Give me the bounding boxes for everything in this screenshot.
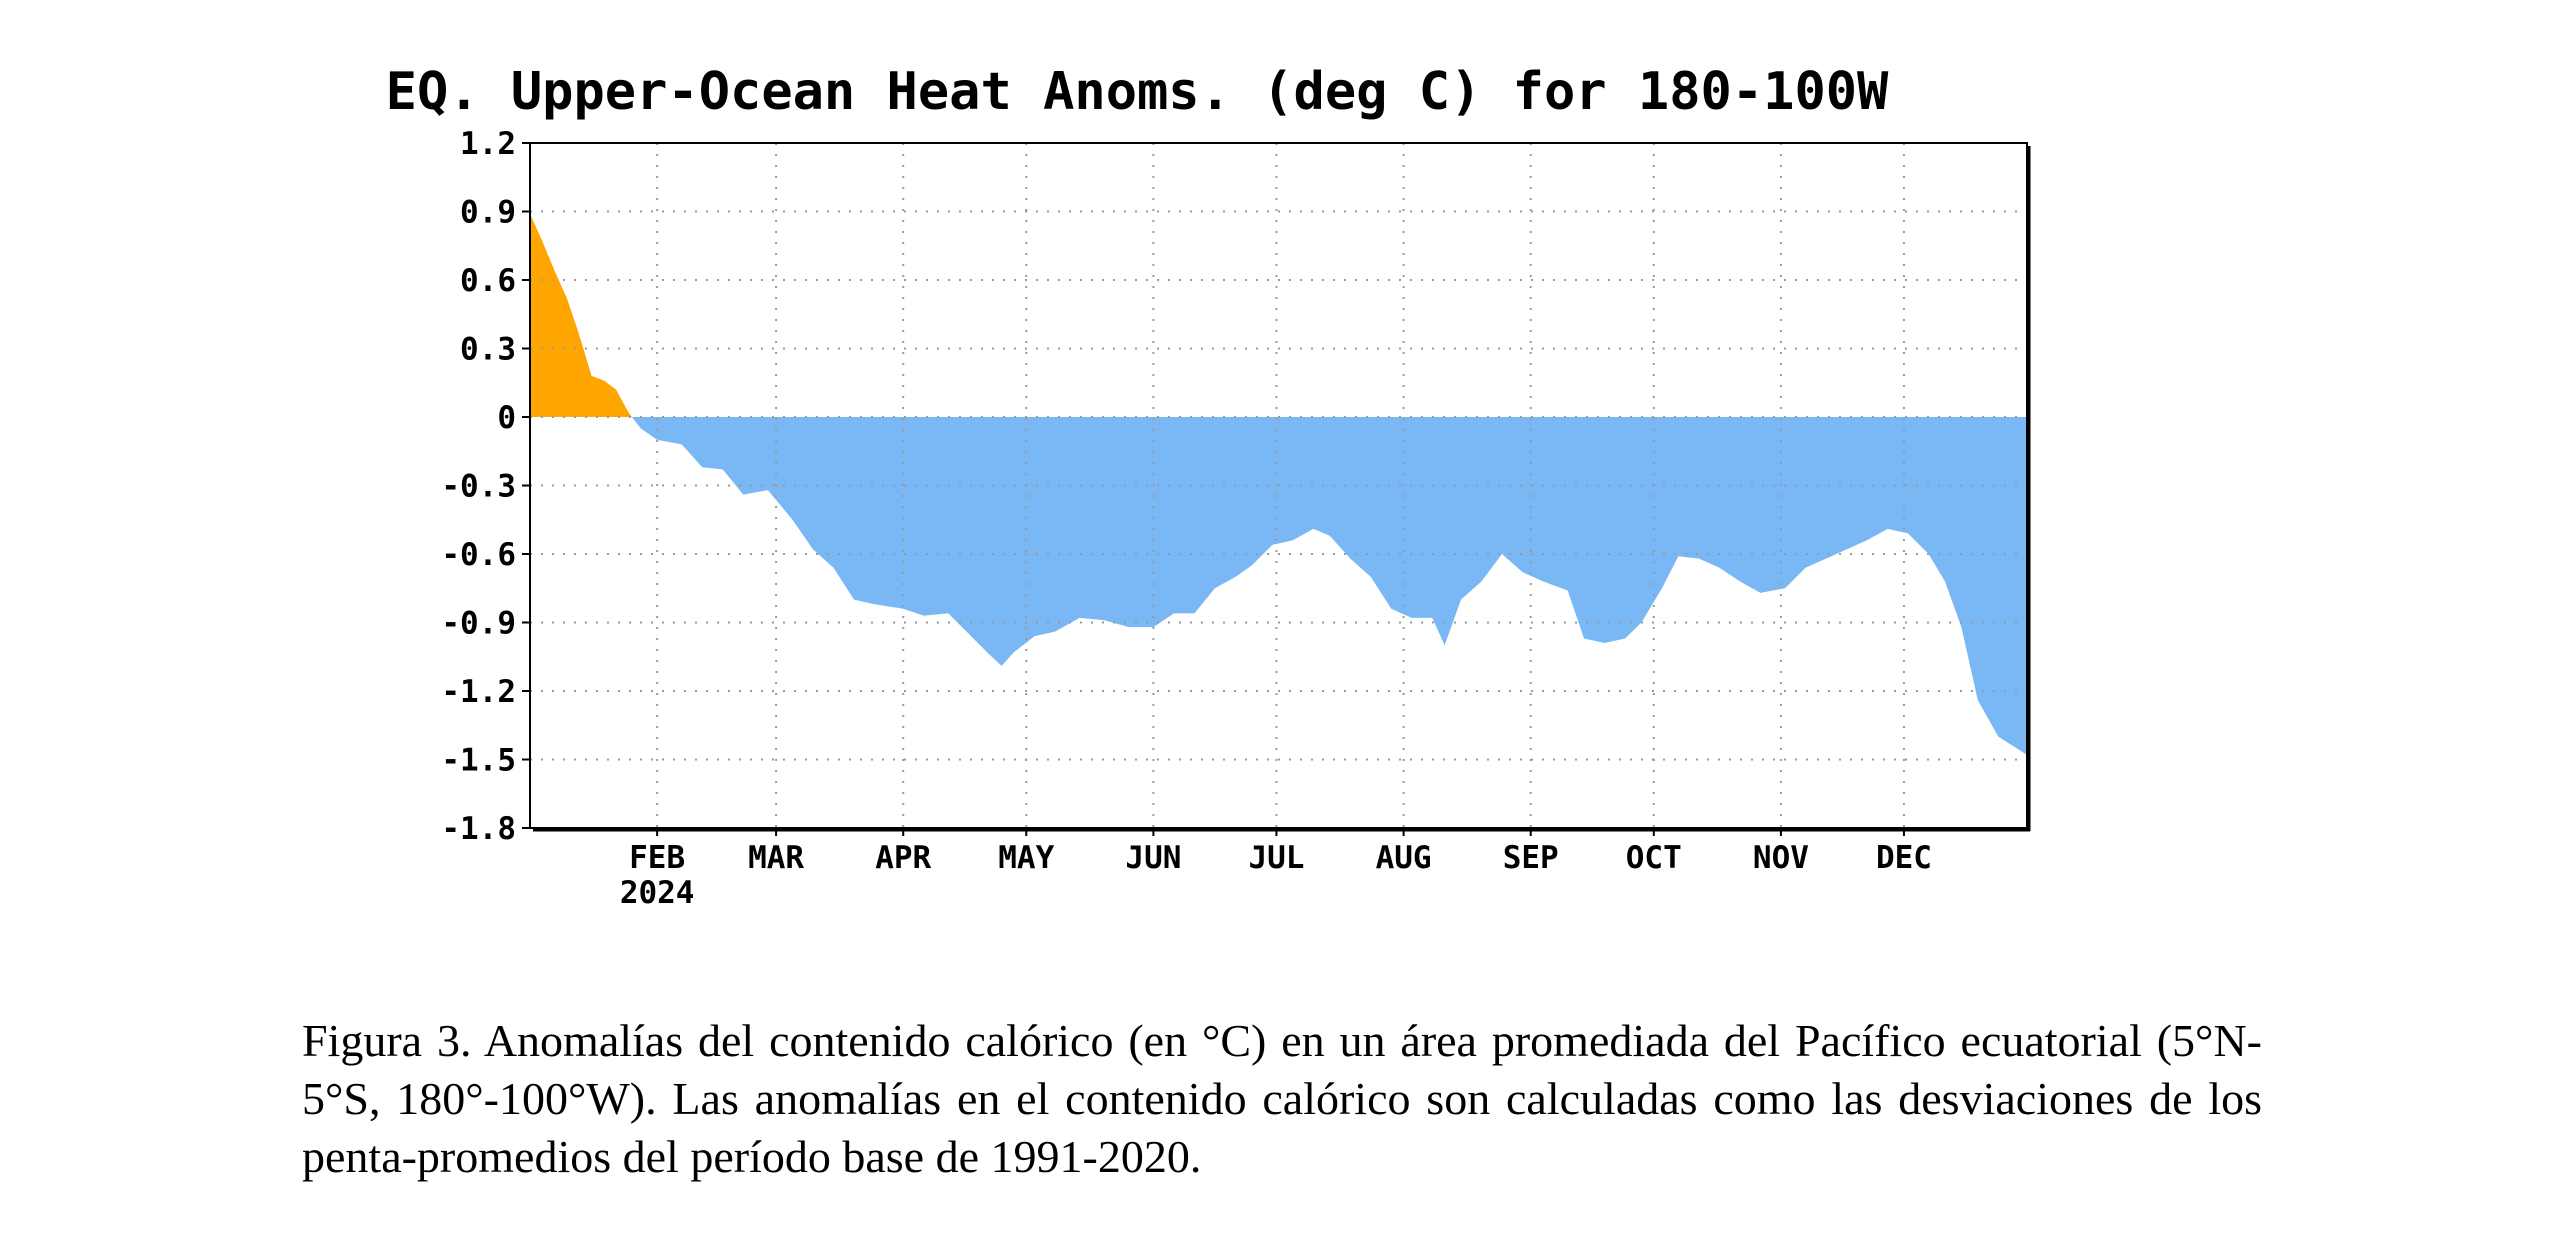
y-tick-label: -1.5 (441, 743, 516, 779)
x-tick-label: AUG (1376, 840, 1432, 876)
y-tick-label: 0.3 (460, 332, 516, 368)
y-tick-label: -0.3 (441, 469, 516, 505)
figure-caption: Figura 3. Anomalías del contenido calóri… (302, 1015, 2262, 1182)
negative-anomaly-area (631, 417, 2027, 755)
heat-anomaly-chart: EQ. Upper-Ocean Heat Anoms. (deg C) for … (386, 62, 2031, 911)
x-tick-label: FEB (629, 840, 685, 876)
y-tick-label: 0 (497, 400, 516, 436)
x-tick-label: JUN (1125, 840, 1181, 876)
y-tick-label: -0.9 (441, 606, 516, 642)
y-tick-label: -1.8 (441, 811, 516, 847)
plot-area: 1.2 0.9 0.6 0.3 0 -0.3 -0.6 -0.9 -1.2 -1.5 -1.8 FEB… (441, 126, 2031, 911)
x-tick-label: APR (875, 840, 931, 876)
x-tick-label: OCT (1626, 840, 1682, 876)
y-tick-label: -1.2 (441, 674, 516, 710)
x-tick-label: MAR (748, 840, 804, 876)
y-tick-label: 1.2 (460, 126, 516, 162)
x-tick-label: MAY (998, 840, 1054, 876)
x-tick-label: NOV (1753, 840, 1809, 876)
positive-anomaly-area (530, 213, 632, 417)
x-tick-label: SEP (1503, 840, 1559, 876)
y-tick-label: 0.6 (460, 263, 516, 299)
y-tick-label: -0.6 (441, 537, 516, 573)
y-tick-label: 0.9 (460, 195, 516, 231)
x-tick-label: DEC (1876, 840, 1932, 876)
x-tick-label: JUL (1248, 840, 1304, 876)
chart-title: EQ. Upper-Ocean Heat Anoms. (deg C) for … (386, 62, 1889, 122)
x-year-label: 2024 (620, 875, 695, 911)
